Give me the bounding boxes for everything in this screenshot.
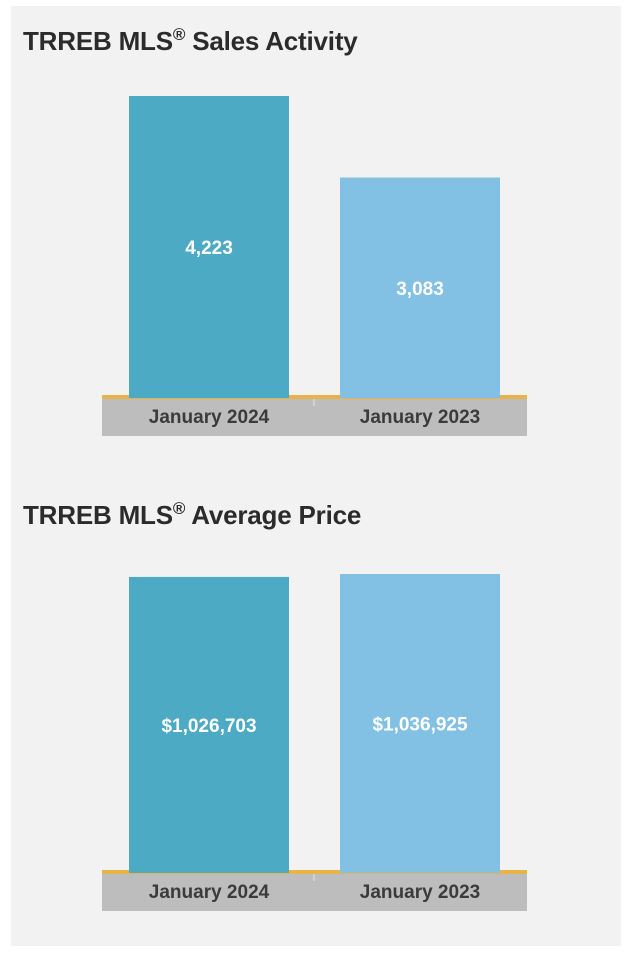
- bar-value-label: 3,083: [396, 279, 444, 300]
- category-label: January 2023: [360, 407, 480, 428]
- category-label: January 2024: [149, 882, 270, 903]
- baseline: [102, 395, 527, 399]
- bar-value-label: $1,026,703: [161, 716, 256, 737]
- bar-1: [129, 576, 289, 873]
- bar-1: [129, 96, 289, 398]
- chart-title: TRREB MLS® Sales Activity: [23, 25, 358, 56]
- chart-title: TRREB MLS® Average Price: [23, 499, 362, 530]
- category-label: January 2023: [360, 882, 480, 903]
- bar-value-label: $1,036,925: [372, 715, 468, 736]
- average-price-chart: TRREB MLS® Average Price $1,026,703 Janua…: [11, 476, 621, 946]
- sales-activity-chart: TRREB MLS® Sales Activity 4,223 January 2…: [11, 6, 621, 446]
- baseline: [102, 870, 527, 874]
- bar-2: [340, 574, 500, 873]
- sales-activity-plot: 4,223 January 2024 3,083 January 2023: [102, 96, 527, 436]
- charts-panel: TRREB MLS® Sales Activity 4,223 January 2…: [11, 6, 621, 946]
- bar-value-label: 4,223: [185, 238, 233, 259]
- bar-2: [340, 177, 500, 398]
- average-price-plot: $1,026,703 January 2024 $1,036,925 January …: [102, 574, 527, 911]
- category-label: January 2024: [149, 407, 270, 428]
